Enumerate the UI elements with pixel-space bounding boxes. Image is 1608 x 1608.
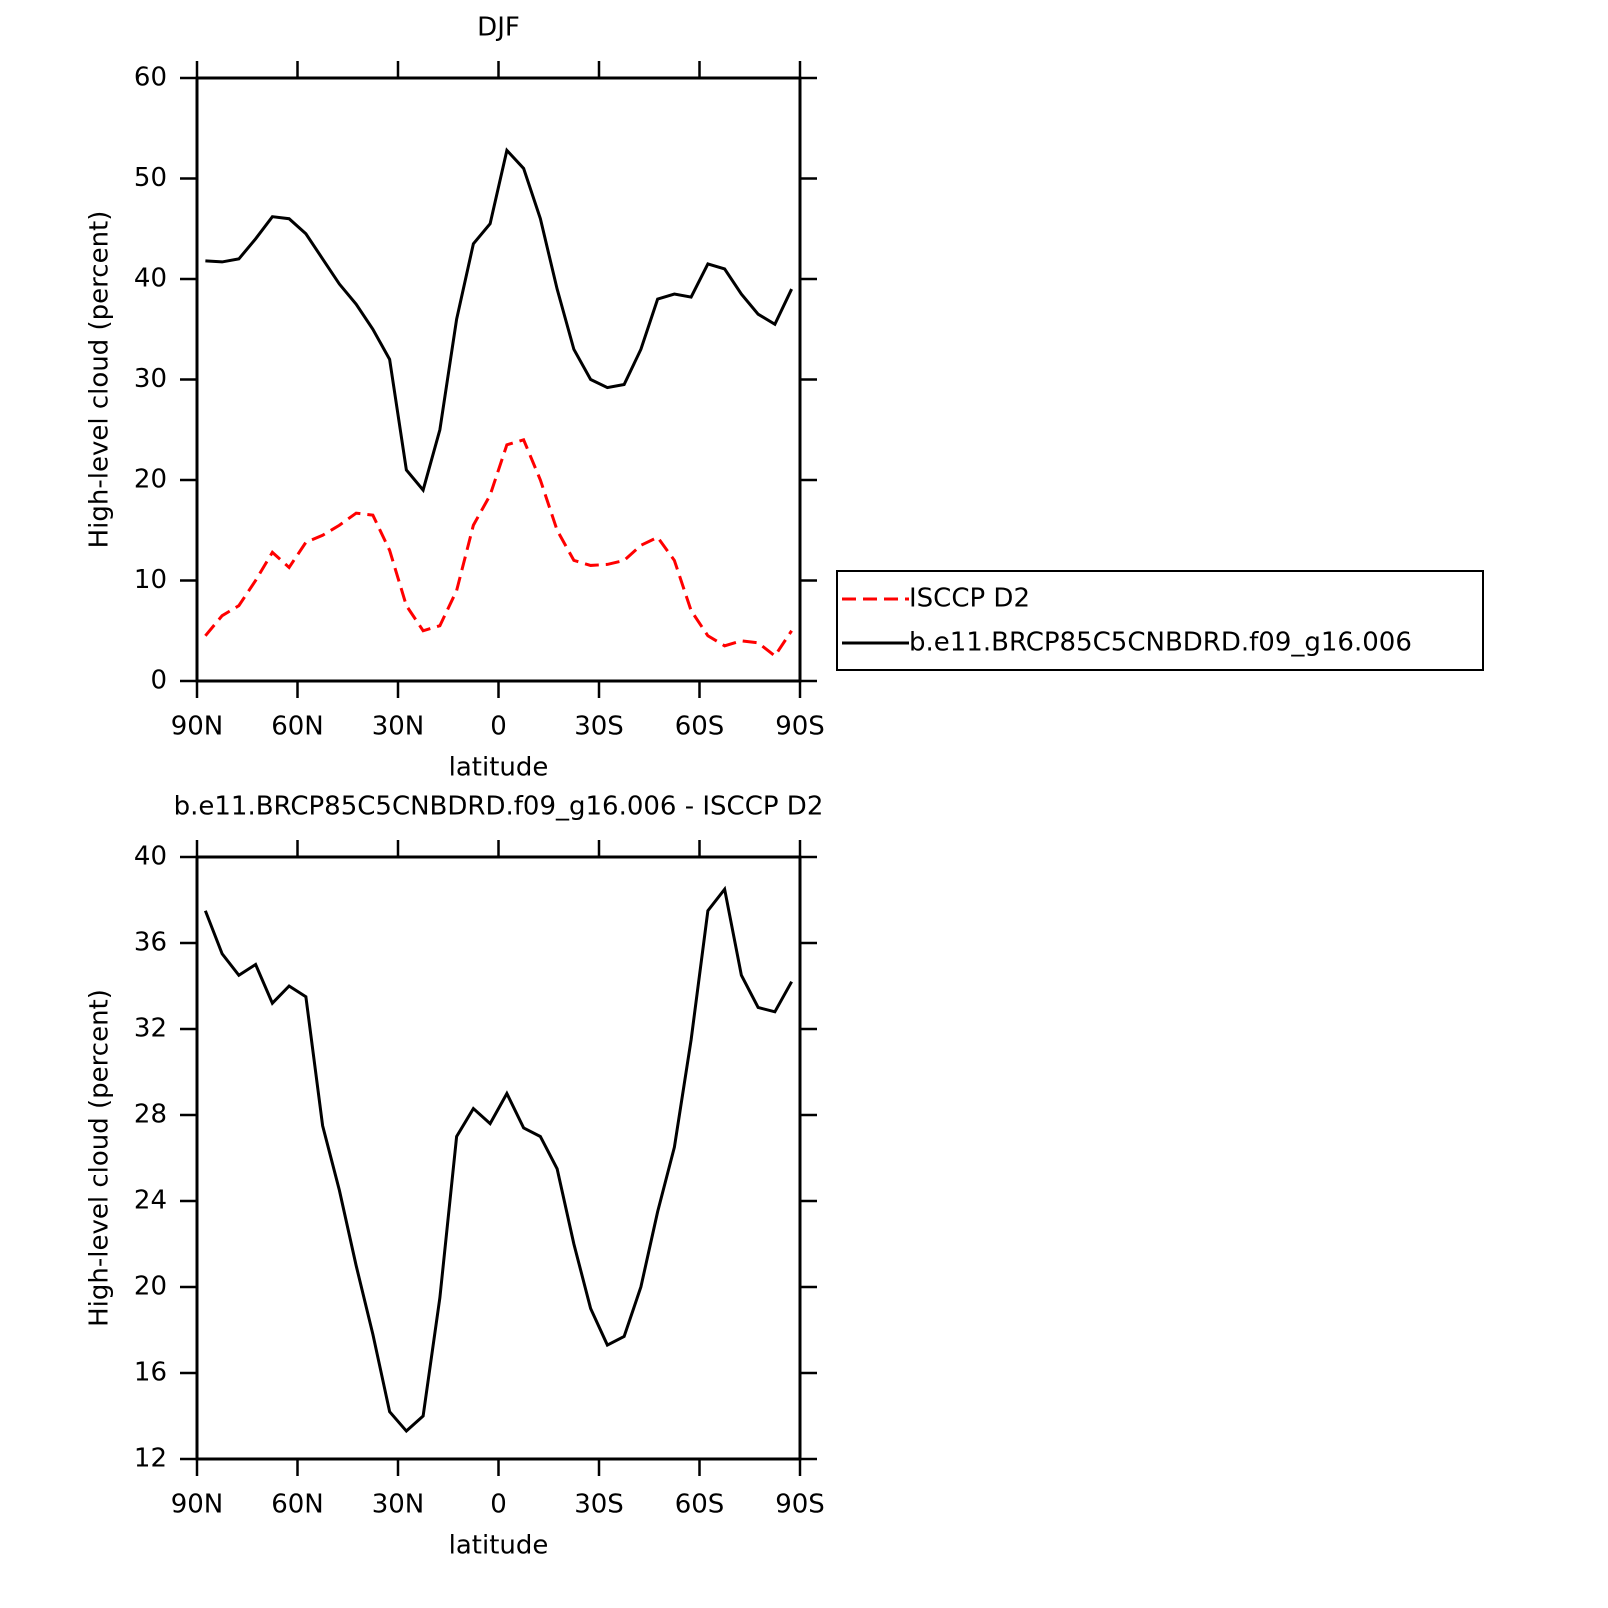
data-line — [205, 147, 793, 494]
x-tick-label: 30S — [574, 1490, 624, 1520]
data-line — [203, 885, 793, 1434]
x-tick-label: 30N — [372, 712, 425, 742]
x-tick-label: 0 — [490, 712, 507, 742]
y-tick-label: 40 — [134, 264, 167, 294]
y-tick-label: 28 — [134, 1100, 167, 1130]
data-line — [204, 437, 793, 659]
chart-title: b.e11.BRCP85C5CNBDRD.f09_g16.006 - ISCCP… — [174, 792, 824, 822]
y-tick-label: 24 — [134, 1186, 167, 1216]
y-tick-label: 30 — [134, 364, 167, 394]
y-tick-label: 0 — [150, 666, 167, 696]
legend-box — [836, 570, 1484, 671]
x-tick-label: 60S — [675, 1490, 725, 1520]
y-tick-label: 40 — [134, 842, 167, 872]
chart-title: DJF — [477, 13, 520, 43]
x-tick-label: 0 — [490, 1490, 507, 1520]
x-tick-label: 90N — [171, 1490, 224, 1520]
plot-frame — [195, 76, 802, 683]
y-tick-label: 10 — [134, 565, 167, 595]
y-axis-label: High-level cloud (percent) — [85, 211, 115, 549]
x-tick-label: 90N — [171, 712, 224, 742]
y-tick-label: 12 — [134, 1444, 167, 1474]
y-tick-label: 16 — [134, 1358, 167, 1388]
x-axis-label: latitude — [449, 1531, 549, 1561]
plot-frame — [195, 855, 802, 1461]
y-tick-label: 50 — [134, 163, 167, 193]
x-tick-label: 60S — [675, 712, 725, 742]
y-tick-label: 60 — [134, 63, 167, 93]
y-tick-label: 36 — [134, 928, 167, 958]
x-tick-label: 30S — [574, 712, 624, 742]
y-tick-label: 20 — [134, 1272, 167, 1302]
x-tick-label: 60N — [271, 1490, 324, 1520]
y-tick-label: 32 — [134, 1014, 167, 1044]
x-tick-label: 90S — [775, 712, 825, 742]
x-axis-label: latitude — [449, 753, 549, 783]
legend-label: ISCCP D2 — [909, 584, 1030, 614]
x-tick-label: 90S — [775, 1490, 825, 1520]
x-tick-label: 30N — [372, 1490, 425, 1520]
x-tick-label: 60N — [271, 712, 324, 742]
legend-label: b.e11.BRCP85C5CNBDRD.f09_g16.006 — [909, 628, 1412, 658]
y-axis-label: High-level cloud (percent) — [85, 989, 115, 1327]
y-tick-label: 20 — [134, 465, 167, 495]
